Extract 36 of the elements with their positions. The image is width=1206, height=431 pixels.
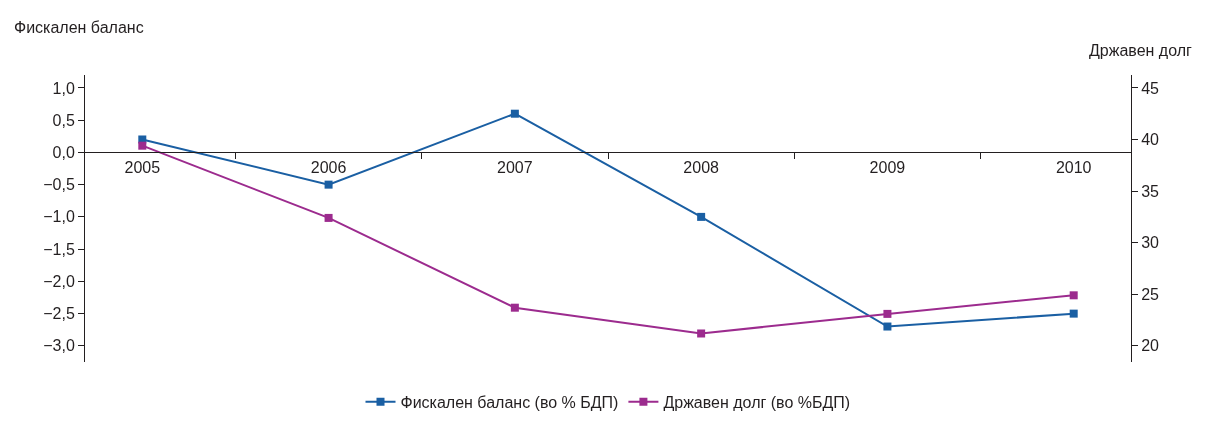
x-tick-label: 2008 (683, 158, 720, 176)
y-tick-label: 0,0 (52, 143, 75, 161)
y2-tick-label: 35 (1141, 182, 1160, 200)
point (510, 303, 519, 312)
x-tick-label: 2009 (869, 158, 906, 176)
legend-label: Државен долг (во %БДП) (663, 394, 851, 412)
x-tick-label: 2005 (124, 158, 161, 176)
x-tick-label: 2007 (497, 158, 533, 176)
y-axis-title: Фискален баланс (14, 19, 144, 36)
y-tick-label: −1,5 (43, 240, 75, 258)
point (1069, 291, 1078, 300)
x-tick-label: 2010 (1055, 158, 1092, 176)
y2-axis-title: Државен долг (1089, 42, 1193, 59)
y-tick-label: 0,5 (52, 111, 75, 129)
point (697, 212, 706, 221)
x-tick-label: 2006 (310, 158, 347, 176)
point (1069, 309, 1078, 318)
point (324, 213, 333, 222)
y-tick-label: −0,5 (43, 176, 75, 194)
point (138, 141, 147, 150)
y2-tick-label: 20 (1141, 337, 1160, 355)
point (697, 329, 706, 338)
y-tick-label: −2,5 (43, 305, 75, 323)
point (324, 180, 333, 189)
y-tick-label: −2,0 (43, 272, 75, 290)
point (883, 322, 892, 331)
y2-tick-label: 30 (1141, 234, 1160, 252)
y2-tick-label: 40 (1141, 131, 1160, 149)
y2-tick-label: 25 (1141, 285, 1160, 303)
legend-label: Фискален баланс (во % БДП) (400, 394, 619, 412)
point (510, 109, 519, 118)
y-tick-label: 1,0 (52, 79, 75, 97)
y-tick-label: −1,0 (43, 208, 75, 226)
y2-tick-label: 45 (1141, 79, 1160, 97)
y-tick-label: −3,0 (43, 337, 75, 355)
point (883, 309, 892, 318)
